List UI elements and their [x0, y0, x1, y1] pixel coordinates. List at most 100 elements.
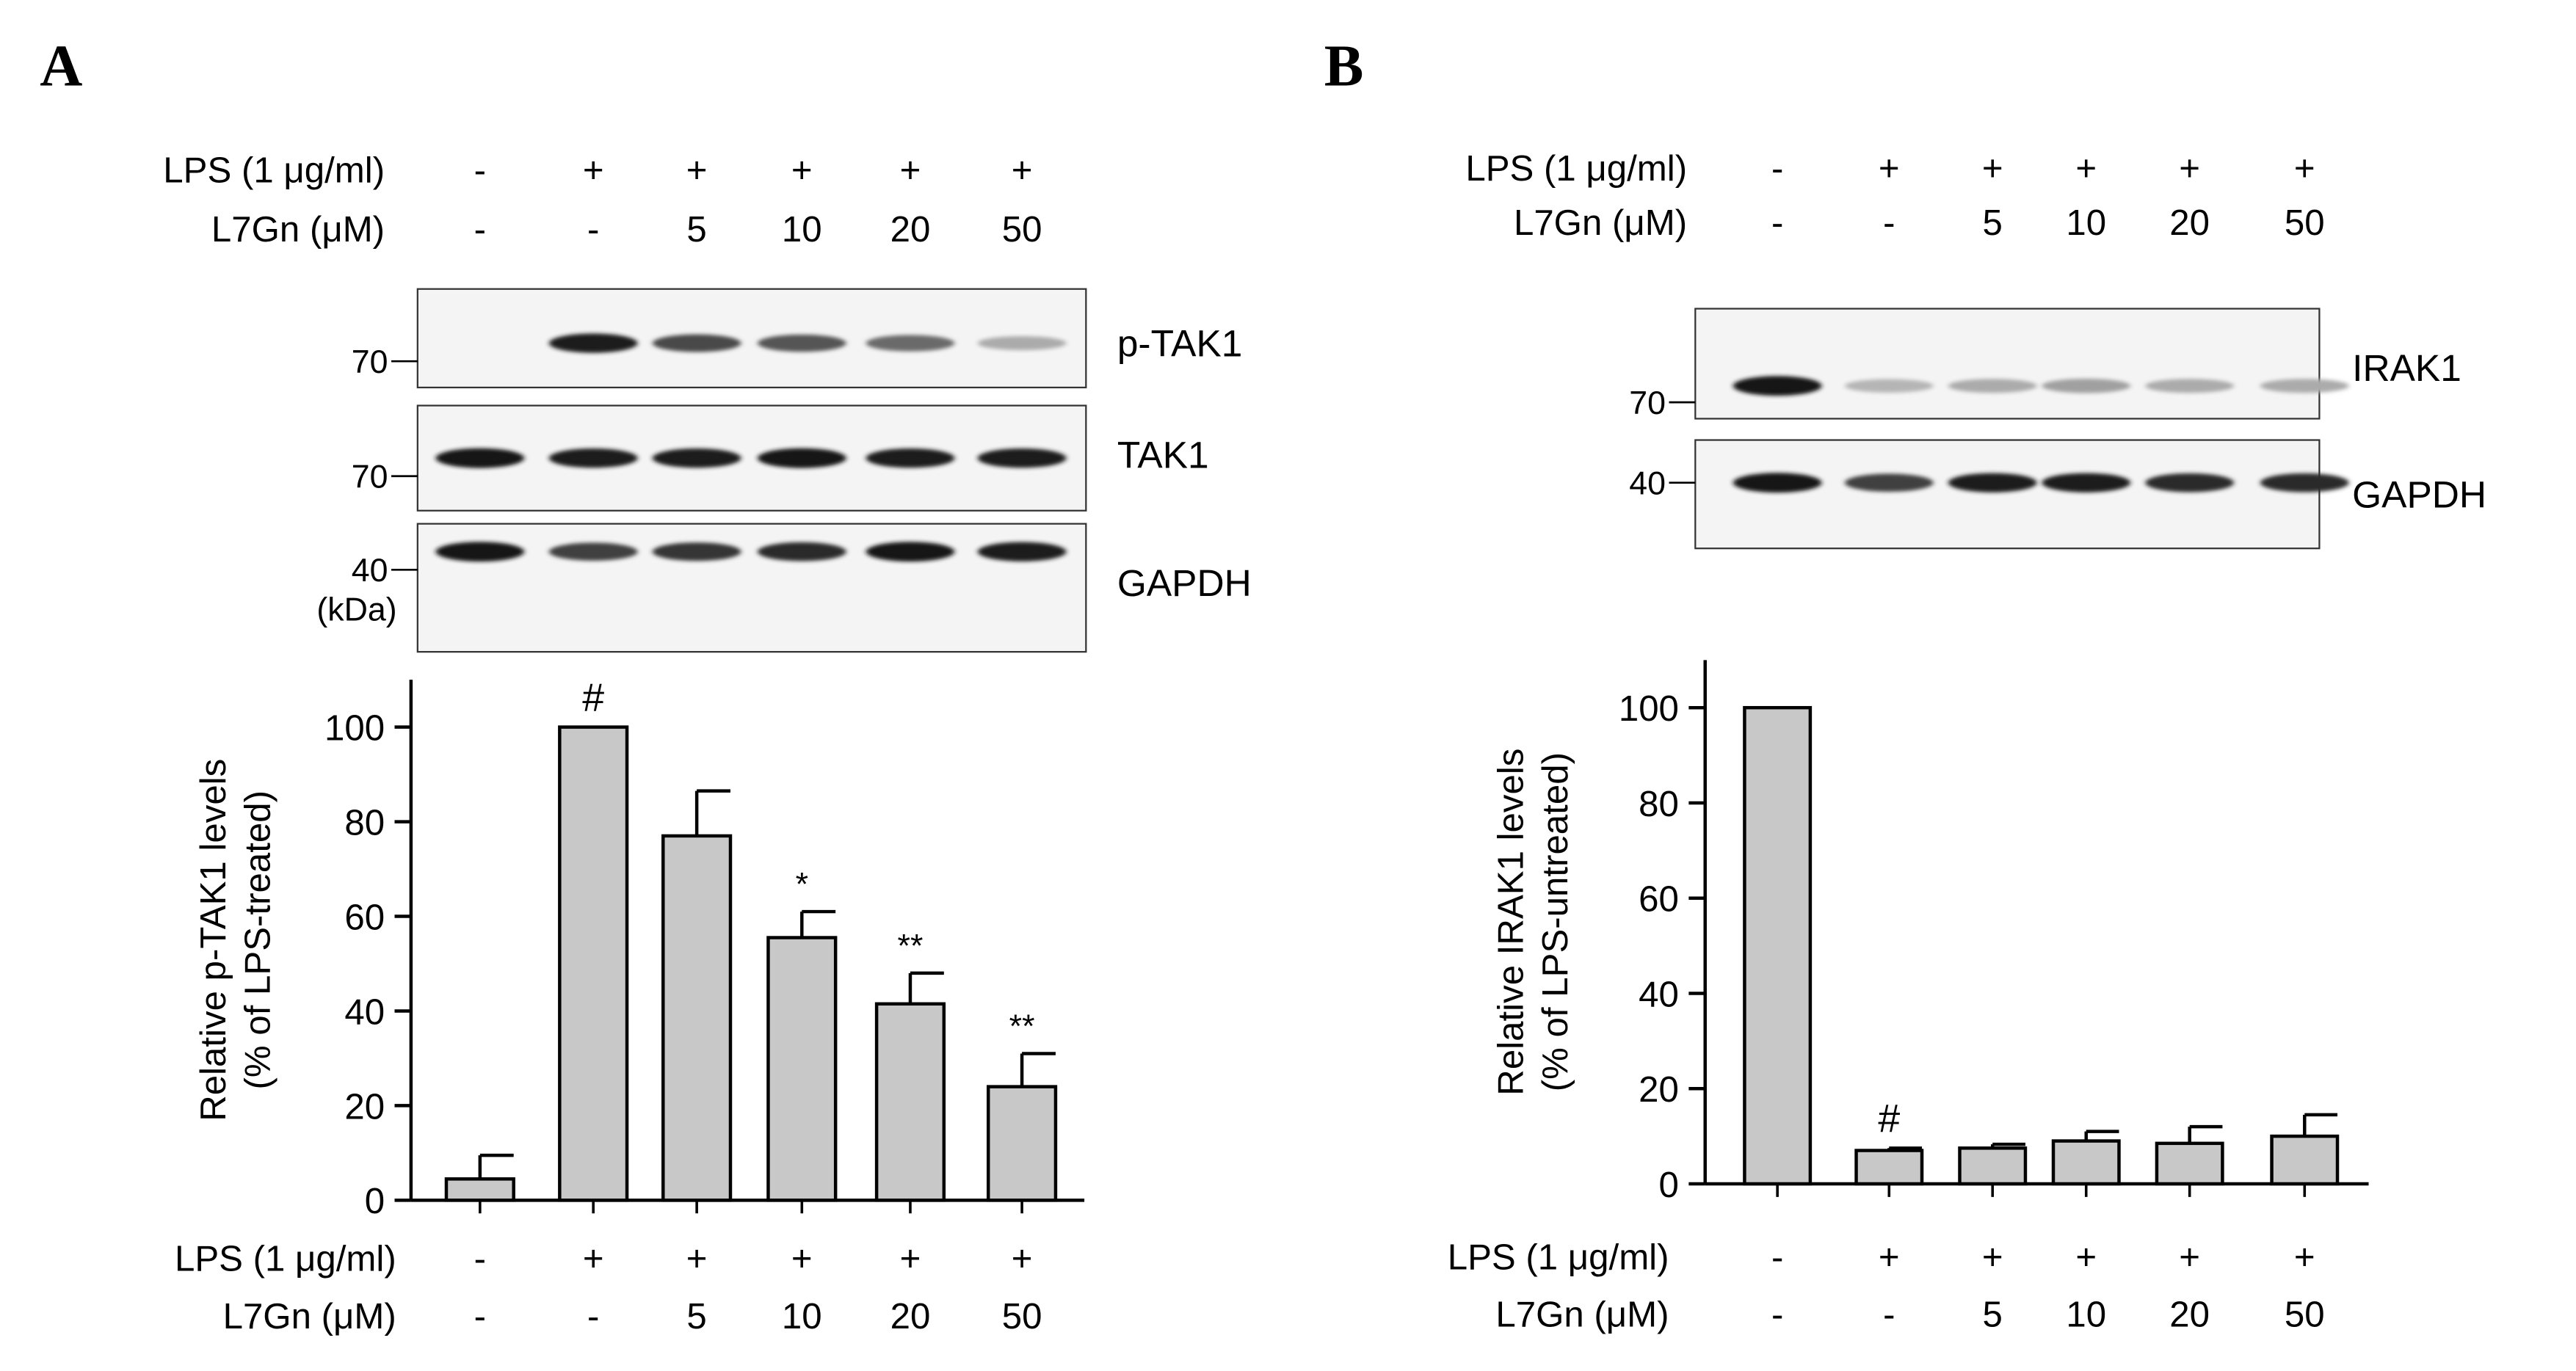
blot-frame-irak1	[1694, 308, 2321, 420]
bar	[874, 1002, 946, 1202]
blot-protein-label: IRAK1	[2352, 346, 2461, 389]
panel-a-treatment-footer: LPS (1 μg/ml) - + + + + + L7Gn (μM) - - 5 10 20 50	[175, 1239, 1042, 1337]
header-lane-symbol: 50	[1002, 209, 1042, 250]
blot-band	[757, 334, 846, 352]
bar	[444, 1177, 515, 1202]
footer-lane-symbol: +	[2179, 1237, 2200, 1277]
footer-row-label: L7Gn (μM)	[1495, 1295, 1669, 1335]
header-lane-symbol: 20	[890, 209, 931, 250]
footer-lane-symbol: -	[1771, 1295, 1783, 1335]
blot-band	[1844, 379, 1934, 393]
header-lane-symbol: +	[2075, 148, 2097, 189]
header-lane-symbol: +	[1879, 148, 1900, 189]
y-tick-label: 20	[1639, 1069, 1679, 1110]
footer-lane-symbol: +	[2294, 1237, 2315, 1277]
header-row-label: LPS (1 μg/ml)	[163, 150, 385, 190]
y-axis-label-line1: Relative IRAK1 levels	[1490, 749, 1531, 1096]
y-tick-label: 80	[1639, 784, 1679, 824]
blot-band	[2145, 473, 2235, 492]
footer-lane-symbol: +	[1982, 1237, 2003, 1277]
blot-band	[977, 448, 1067, 468]
y-axis-label-line2: (% of LPS-untreated)	[1535, 752, 1575, 1091]
bar	[1854, 1149, 1924, 1186]
footer-lane-symbol: +	[1012, 1239, 1033, 1279]
panel-b-treatment-header: LPS (1 μg/ml) - + + + + + L7Gn (μM) - - 5 10 20 50	[1465, 148, 2324, 243]
bar	[986, 1085, 1058, 1202]
header-lane-symbol: +	[2179, 148, 2200, 189]
y-tick-label: 0	[365, 1181, 385, 1221]
header-lane-symbol: 5	[686, 209, 706, 250]
y-axis-label-line2: (% of LPS-treated)	[237, 790, 277, 1089]
panel-b-treatment-footer: LPS (1 μg/ml) - + + + + + L7Gn (μM) - - 5 10 20 50	[1448, 1237, 2325, 1334]
blot-band	[435, 448, 525, 468]
footer-lane-symbol: -	[1771, 1237, 1783, 1277]
header-lane-symbol: -	[1771, 148, 1783, 189]
bar	[1743, 705, 1813, 1186]
header-lane-symbol: -	[587, 209, 599, 250]
significance-marker: *	[796, 866, 808, 903]
blot-band	[548, 448, 638, 468]
blot-frame-gapdh	[416, 523, 1087, 653]
footer-lane-symbol: -	[1883, 1295, 1895, 1335]
blot-band	[757, 542, 846, 561]
header-lane-symbol: 50	[2285, 203, 2325, 243]
blot-band	[977, 542, 1067, 561]
y-tick-label: 40	[1639, 974, 1679, 1014]
bar	[661, 834, 733, 1202]
header-lane-symbol: -	[1771, 203, 1783, 243]
blot-band	[435, 542, 525, 562]
header-lane-symbol: -	[474, 150, 486, 190]
y-tick-label: 40	[344, 992, 385, 1032]
header-row-label: L7Gn (μM)	[1514, 203, 1687, 243]
blot-band	[1733, 376, 1822, 396]
footer-lane-symbol: +	[583, 1239, 604, 1279]
footer-lane-symbol: 10	[2066, 1295, 2106, 1335]
blot-frame-p-tak1	[416, 288, 1087, 389]
footer-lane-symbol: +	[791, 1239, 813, 1279]
header-lane-symbol: +	[900, 150, 921, 190]
significance-marker: **	[1009, 1008, 1035, 1044]
blot-band	[977, 336, 1067, 351]
blot-band	[548, 333, 638, 353]
y-axis-label: Relative p-TAK1 levels (% of LPS-treated)	[193, 759, 277, 1121]
y-tick-label: 100	[1619, 688, 1679, 729]
blot-band	[866, 335, 955, 352]
footer-lane-symbol: 5	[1983, 1295, 2003, 1335]
blot-band	[2042, 473, 2131, 492]
blot-band	[1948, 379, 2037, 393]
blot-band	[757, 448, 846, 468]
bar	[2155, 1141, 2224, 1186]
blot-protein-label: GAPDH	[2352, 473, 2486, 515]
footer-lane-symbol: 20	[2169, 1295, 2210, 1335]
bar	[1958, 1146, 2028, 1186]
mw-marker-label: 40	[1629, 465, 1666, 501]
y-axis-label-line1: Relative p-TAK1 levels	[193, 759, 233, 1121]
y-tick-label: 100	[324, 708, 385, 749]
significance-marker: **	[898, 928, 924, 964]
footer-lane-symbol: 20	[890, 1296, 931, 1337]
footer-lane-symbol: -	[587, 1296, 599, 1337]
header-row-label: L7Gn (μM)	[211, 209, 385, 250]
y-tick-label: 60	[344, 897, 385, 937]
footer-lane-symbol: 50	[1002, 1296, 1042, 1337]
bar	[2051, 1139, 2121, 1186]
header-lane-symbol: +	[583, 150, 604, 190]
footer-lane-symbol: +	[1879, 1237, 1900, 1277]
header-lane-symbol: 5	[1983, 203, 2003, 243]
panel-letter-a: A	[40, 33, 82, 98]
mw-marker-label: 70	[1629, 385, 1666, 421]
bar	[2270, 1134, 2340, 1186]
header-lane-symbol: +	[686, 150, 708, 190]
significance-marker: #	[1878, 1097, 1900, 1141]
footer-lane-symbol: +	[2075, 1237, 2097, 1277]
blot-band	[866, 448, 955, 468]
header-lane-symbol: +	[1982, 148, 2003, 189]
footer-lane-symbol: 5	[686, 1296, 706, 1337]
y-tick-label: 60	[1639, 879, 1679, 920]
header-lane-symbol: 10	[2066, 203, 2106, 243]
bar	[558, 725, 629, 1202]
header-lane-symbol: 10	[782, 209, 822, 250]
header-lane-symbol: +	[2294, 148, 2315, 189]
blot-band	[2260, 379, 2349, 393]
